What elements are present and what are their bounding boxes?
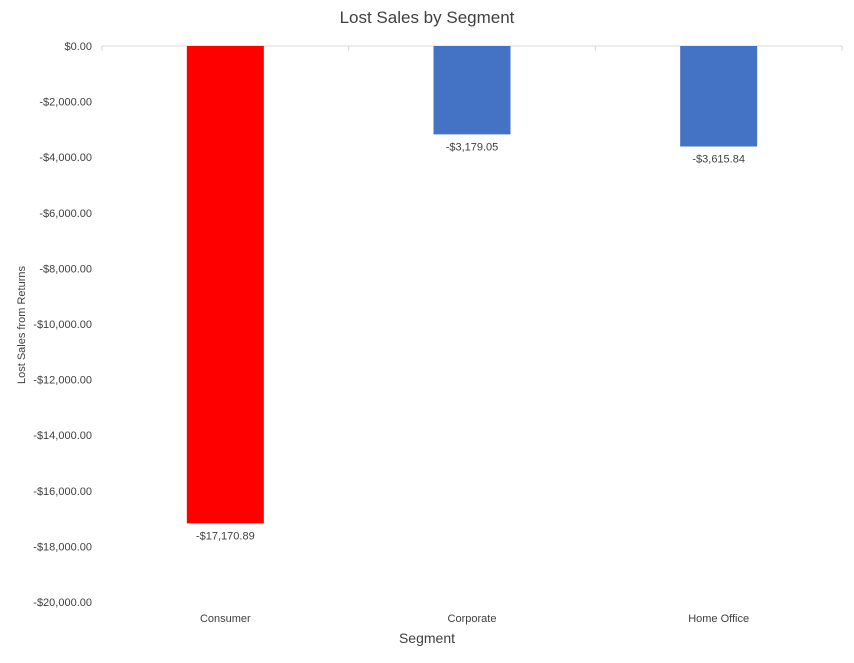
x-axis-label: Segment xyxy=(398,630,456,646)
chart-title: Lost Sales by Segment xyxy=(339,8,515,27)
y-tick-label: -$8,000.00 xyxy=(39,263,92,275)
y-tick-label: -$18,000.00 xyxy=(33,541,92,553)
y-tick-label: -$6,000.00 xyxy=(39,208,92,220)
y-tick-label: $0.00 xyxy=(64,41,92,53)
y-tick-label: -$2,000.00 xyxy=(39,97,92,109)
x-tick-label: Home Office xyxy=(688,613,749,625)
y-tick-label: -$12,000.00 xyxy=(33,375,92,387)
y-tick-label: -$16,000.00 xyxy=(33,486,92,498)
x-tick-label: Corporate xyxy=(448,613,497,625)
data-label: -$3,615.84 xyxy=(692,154,745,166)
y-axis-label: Lost Sales from Returns xyxy=(16,266,28,384)
y-tick-label: -$20,000.00 xyxy=(33,597,92,609)
bar xyxy=(186,46,264,524)
y-tick-label: -$14,000.00 xyxy=(33,430,92,442)
data-label: -$17,170.89 xyxy=(196,530,255,542)
x-tick-label: Consumer xyxy=(200,613,251,625)
y-tick-label: -$4,000.00 xyxy=(39,152,92,164)
bar xyxy=(680,46,758,147)
y-tick-label: -$10,000.00 xyxy=(33,319,92,331)
bar xyxy=(433,46,511,135)
data-label: -$3,179.05 xyxy=(446,141,499,153)
